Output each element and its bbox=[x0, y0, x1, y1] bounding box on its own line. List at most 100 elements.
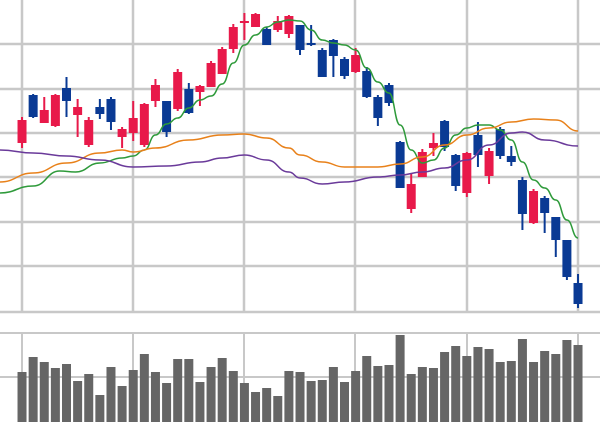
volume-bar bbox=[340, 382, 349, 422]
volume-bar bbox=[295, 372, 305, 422]
volume-bar bbox=[540, 351, 550, 422]
volume-bar bbox=[284, 371, 294, 422]
candle-down bbox=[317, 50, 327, 77]
volume-bar bbox=[484, 349, 494, 422]
candle-down bbox=[373, 97, 383, 118]
moving-averages bbox=[0, 19, 579, 239]
moving-average-line-2 bbox=[0, 118, 579, 183]
candle-up bbox=[351, 55, 361, 72]
candle-up bbox=[139, 104, 149, 145]
volume-bar bbox=[162, 383, 172, 422]
volume-bar bbox=[473, 347, 483, 422]
volume-bar bbox=[306, 381, 316, 422]
candle-down bbox=[62, 88, 71, 101]
candle-up bbox=[195, 86, 205, 92]
candle-up bbox=[217, 49, 227, 74]
volume-bar bbox=[150, 372, 160, 422]
volume-bar bbox=[440, 352, 450, 422]
volume-bar bbox=[495, 362, 505, 422]
candle-up bbox=[462, 153, 472, 193]
candle-up bbox=[417, 152, 427, 177]
volume-bar bbox=[73, 381, 83, 422]
volume-bar bbox=[206, 367, 216, 422]
candle-down bbox=[562, 240, 572, 277]
volume-bar bbox=[317, 380, 327, 422]
moving-average-line-3 bbox=[0, 131, 579, 185]
volume-bar bbox=[106, 367, 116, 422]
volume-bar bbox=[462, 356, 472, 422]
volume-bar bbox=[50, 368, 60, 422]
candle-up bbox=[273, 21, 283, 30]
volume-bar bbox=[451, 346, 461, 422]
candle-down bbox=[395, 142, 405, 188]
candle-up bbox=[73, 107, 83, 115]
volume-bar bbox=[173, 359, 183, 422]
candle-down bbox=[540, 198, 550, 213]
candle-up bbox=[39, 110, 49, 123]
candle-up bbox=[50, 95, 60, 126]
volume-bar bbox=[551, 354, 561, 422]
volume-bar bbox=[128, 370, 138, 422]
candle-down bbox=[340, 59, 349, 76]
volume-series bbox=[17, 335, 583, 422]
volume-bar bbox=[217, 358, 227, 422]
volume-bar bbox=[506, 361, 516, 422]
volume-bar bbox=[251, 392, 261, 422]
moving-average-line-1 bbox=[0, 19, 579, 239]
candle-down bbox=[384, 85, 394, 103]
candle-down bbox=[295, 25, 305, 50]
candle-down bbox=[162, 101, 172, 132]
candle-up bbox=[17, 120, 27, 143]
volume-bar bbox=[239, 383, 249, 422]
candle-down bbox=[573, 283, 583, 304]
candle-down bbox=[262, 29, 272, 45]
candle-up bbox=[251, 14, 261, 27]
volume-bar bbox=[17, 372, 27, 422]
candle-up bbox=[150, 85, 160, 101]
volume-bar bbox=[328, 367, 338, 422]
candle-down bbox=[440, 121, 450, 147]
volume-bar bbox=[573, 345, 583, 422]
volume-bar bbox=[373, 366, 383, 422]
volume-bar bbox=[351, 371, 361, 422]
volume-bar bbox=[529, 362, 539, 422]
volume-bar bbox=[117, 386, 127, 422]
volume-bar bbox=[417, 367, 427, 422]
candle-up bbox=[117, 129, 127, 137]
volume-bar bbox=[273, 396, 283, 422]
volume-bar bbox=[428, 368, 438, 422]
candle-down bbox=[306, 43, 316, 45]
candle-up bbox=[428, 143, 438, 148]
candle-down bbox=[551, 217, 561, 240]
candle-up bbox=[228, 27, 238, 49]
candle-up bbox=[529, 191, 539, 223]
volume-bar bbox=[228, 371, 238, 422]
volume-bar bbox=[184, 359, 194, 422]
volume-bar bbox=[28, 357, 38, 422]
volume-bar bbox=[406, 374, 416, 422]
candle-down bbox=[517, 180, 527, 214]
candle-down bbox=[95, 107, 105, 114]
candle-up bbox=[206, 63, 216, 87]
candle-up bbox=[484, 151, 494, 176]
volume-bar bbox=[395, 335, 405, 422]
volume-bar bbox=[362, 356, 372, 422]
candle-down bbox=[184, 89, 194, 113]
candle-down bbox=[473, 135, 483, 155]
candle-down bbox=[495, 129, 505, 156]
candle-up bbox=[84, 120, 94, 145]
candle-down bbox=[362, 71, 372, 97]
volume-bar bbox=[195, 382, 205, 422]
volume-bar bbox=[95, 395, 105, 422]
candle-up bbox=[173, 72, 183, 109]
volume-bar bbox=[517, 339, 527, 422]
volume-bar bbox=[562, 340, 572, 422]
candle-down bbox=[28, 95, 38, 117]
volume-bar bbox=[39, 362, 49, 422]
candle-up bbox=[239, 21, 249, 23]
volume-bar bbox=[139, 354, 149, 422]
candle-down bbox=[451, 155, 461, 186]
volume-bar bbox=[384, 365, 394, 422]
